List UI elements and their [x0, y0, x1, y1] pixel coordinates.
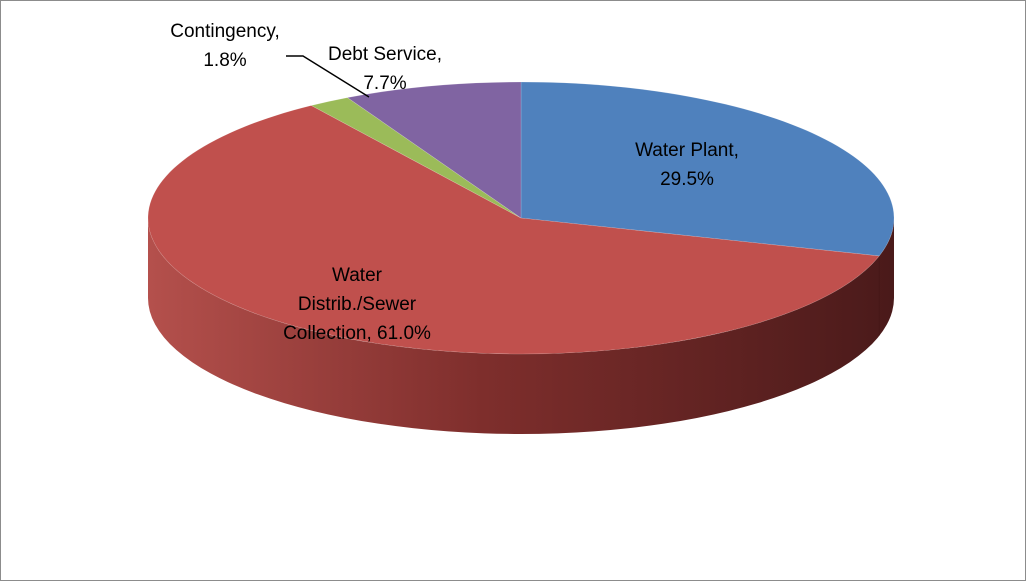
contingency-leader-line — [286, 55, 370, 98]
pie-slice-contingency — [310, 97, 522, 219]
data-label-debt-service: Debt Service, 7.7% — [328, 44, 442, 94]
data-label-contingency: Contingency, 1.8% — [170, 21, 280, 71]
data-label-line: Debt Service, — [328, 44, 442, 65]
data-label-line: Contingency, — [170, 21, 280, 42]
pie-slice-water-plant — [520, 81, 895, 257]
pie-slice-water-distrib-sewer-collection — [147, 105, 880, 355]
data-label-water-distrib-sewer-collection: Water Distrib./Sewer Collection, 61.0% — [283, 265, 431, 344]
data-label-line: Water Plant, — [635, 140, 739, 161]
pie-slice-debt-service — [346, 81, 522, 219]
data-label-line: Water — [332, 265, 383, 286]
data-label-line: 1.8% — [203, 50, 246, 71]
pie-side-wall — [148, 218, 894, 434]
data-label-water-plant: Water Plant, 29.5% — [635, 140, 739, 190]
data-label-line: Distrib./Sewer — [298, 294, 417, 315]
data-label-line: 29.5% — [660, 169, 714, 190]
data-label-line: Collection, 61.0% — [283, 323, 431, 344]
data-label-line: 7.7% — [363, 73, 406, 94]
